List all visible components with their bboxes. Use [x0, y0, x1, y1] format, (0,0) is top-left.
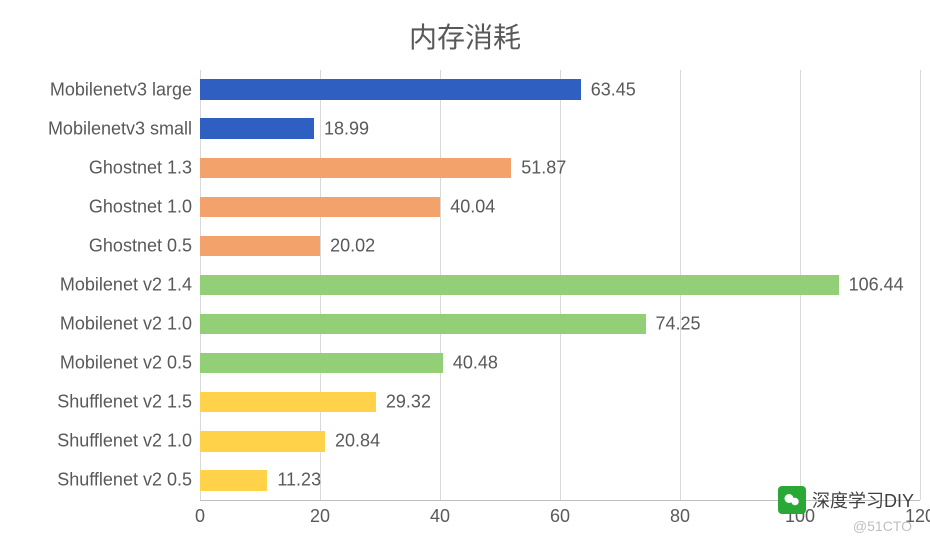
bar	[200, 118, 314, 138]
bar-value-label: 106.44	[849, 275, 904, 296]
bar	[200, 314, 646, 334]
bar-value-label: 20.84	[335, 431, 380, 452]
x-axis-tick-label: 20	[310, 506, 330, 527]
watermark: 深度学习DIY	[778, 486, 914, 514]
y-axis-category-label: Shufflenet v2 1.0	[57, 431, 192, 452]
y-axis-category-label: Mobilenetv3 small	[48, 118, 192, 139]
bar-value-label: 20.02	[330, 235, 375, 256]
y-axis-category-label: Mobilenetv3 large	[50, 79, 192, 100]
watermark-subtext: @51CTO	[853, 518, 912, 534]
bar-value-label: 18.99	[324, 118, 369, 139]
bar	[200, 470, 267, 490]
bar	[200, 158, 511, 178]
bar-value-label: 29.32	[386, 392, 431, 413]
x-axis-tick-label: 0	[195, 506, 205, 527]
y-axis-category-label: Ghostnet 0.5	[89, 235, 192, 256]
y-axis-category-label: Shufflenet v2 0.5	[57, 470, 192, 491]
chart-container: 内存消耗 020406080100120Mobilenetv3 large63.…	[0, 0, 930, 556]
bar	[200, 392, 376, 412]
y-axis-category-label: Mobilenet v2 0.5	[60, 353, 192, 374]
bar	[200, 275, 839, 295]
chart-title: 内存消耗	[0, 16, 930, 56]
bar-value-label: 74.25	[656, 314, 701, 335]
y-axis-category-label: Mobilenet v2 1.0	[60, 314, 192, 335]
x-axis-tick-label: 80	[670, 506, 690, 527]
bar	[200, 79, 581, 99]
y-axis-category-label: Ghostnet 1.3	[89, 157, 192, 178]
y-axis-category-label: Mobilenet v2 1.4	[60, 275, 192, 296]
bar-value-label: 11.23	[277, 470, 321, 491]
x-axis-tick-label: 60	[550, 506, 570, 527]
watermark-text: 深度学习DIY	[812, 487, 914, 513]
wechat-icon	[778, 486, 806, 514]
bar	[200, 431, 325, 451]
bar-value-label: 40.04	[450, 196, 495, 217]
bar	[200, 353, 443, 373]
plot-area: 020406080100120Mobilenetv3 large63.45Mob…	[200, 70, 920, 500]
bar-value-label: 63.45	[591, 79, 636, 100]
y-axis-category-label: Ghostnet 1.0	[89, 196, 192, 217]
bar	[200, 197, 440, 217]
bar-value-label: 40.48	[453, 353, 498, 374]
bar-value-label: 51.87	[521, 157, 566, 178]
gridline	[920, 70, 921, 500]
bar	[200, 236, 320, 256]
y-axis-category-label: Shufflenet v2 1.5	[57, 392, 192, 413]
x-axis-tick-label: 40	[430, 506, 450, 527]
